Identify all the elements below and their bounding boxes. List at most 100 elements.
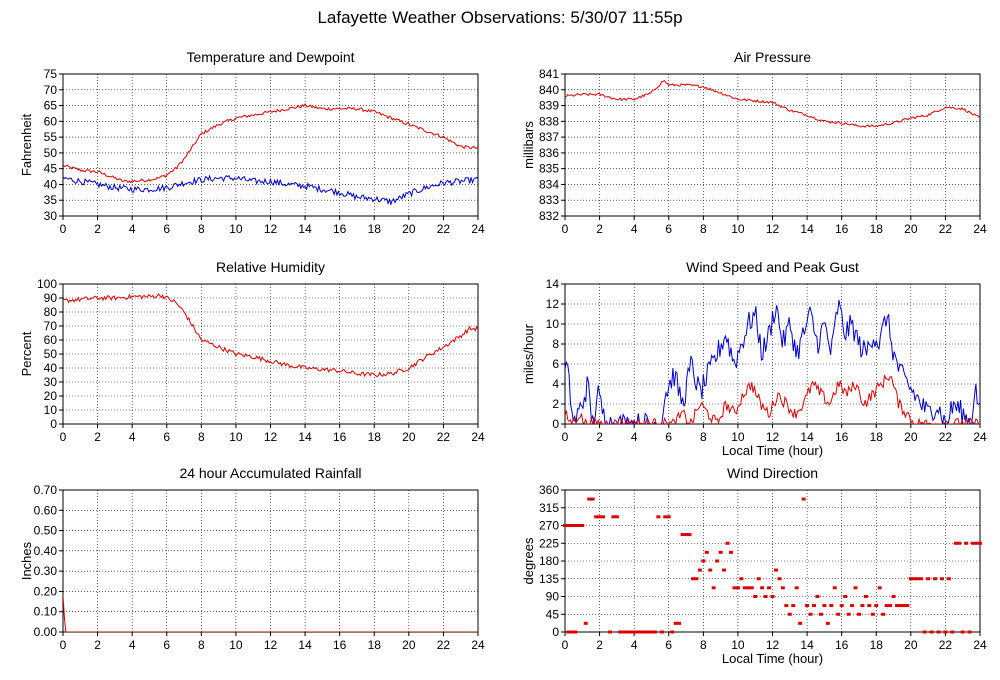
y-axis-label: millibars [521,121,536,169]
y-tick-label: 50 [44,347,58,361]
direction-point [722,568,727,572]
y-tick-label: 45 [546,607,560,621]
x-axis-label: Local Time (hour) [722,443,823,458]
x-tick-label: 2 [94,222,101,236]
y-tick-label: 40 [44,177,58,191]
direction-point [791,604,796,608]
x-tick-label: 6 [665,222,672,236]
y-tick-label: 70 [44,83,58,97]
direction-point [853,586,858,590]
direction-point [694,577,699,581]
direction-point [652,630,657,634]
x-tick-label: 12 [766,222,780,236]
y-axis-label: Inches [19,541,34,580]
direction-point [569,524,574,527]
chart-title: Wind Speed and Peak Gust [686,259,859,275]
direction-point [656,515,661,519]
x-tick-label: 0 [562,638,569,652]
series-line-1 [63,174,478,206]
y-tick-label: 836 [539,146,559,160]
y-tick-label: 0.40 [34,544,58,558]
x-tick-label: 22 [939,222,953,236]
y-tick-label: 834 [539,177,559,191]
direction-point [587,497,592,501]
y-tick-label: 75 [44,67,58,81]
x-tick-label: 22 [437,222,451,236]
direction-point [812,604,816,608]
direction-point [915,577,920,581]
direction-point [784,604,789,608]
direction-point [690,577,695,581]
x-tick-label: 8 [700,430,707,444]
direction-point [884,604,889,608]
direction-point [978,541,982,545]
x-tick-label: 18 [870,222,884,236]
x-tick-label: 16 [333,638,347,652]
x-tick-label: 4 [631,430,638,444]
y-tick-label: 90 [44,291,58,305]
chart-title: Air Pressure [734,49,811,65]
x-tick-label: 22 [437,638,451,652]
direction-point [580,524,585,527]
y-tick-label: 835 [539,162,559,176]
y-tick-label: 315 [539,501,559,515]
direction-point [964,541,969,545]
x-tick-label: 0 [60,222,67,236]
x-tick-label: 22 [437,430,451,444]
y-tick-label: 55 [44,130,58,144]
direction-point [601,515,606,519]
x-tick-label: 10 [229,222,243,236]
chart-rain: 0 2 4 6 8 10 12 14 16 18 20 22 240.000.100.200.300.4… [19,465,485,652]
direction-point [860,604,865,608]
chart-title: 24 hour Accumulated Rainfall [179,465,361,481]
x-tick-label: 20 [904,638,918,652]
direction-point [673,621,678,625]
y-tick-label: 70 [44,319,58,333]
direction-point [919,577,924,581]
direction-point [794,586,799,590]
series-line-0 [63,102,478,184]
direction-point [974,541,979,545]
x-tick-label: 14 [800,430,814,444]
x-tick-label: 8 [198,222,205,236]
x-tick-label: 6 [163,222,170,236]
x-tick-label: 2 [94,638,101,652]
x-tick-label: 18 [368,222,382,236]
direction-point [895,604,899,608]
x-tick-label: 4 [129,222,136,236]
direction-point [704,550,709,554]
direction-point [563,524,567,527]
direction-point [843,595,848,598]
x-tick-label: 20 [402,430,416,444]
y-tick-label: 80 [44,305,58,319]
direction-point [798,621,803,625]
x-tick-label: 0 [562,222,569,236]
x-tick-label: 0 [60,638,67,652]
y-tick-label: 839 [539,99,559,113]
y-tick-label: 841 [539,67,559,81]
x-tick-label: 12 [264,430,278,444]
y-tick-label: 0 [50,417,57,431]
direction-point [787,612,792,616]
direction-point [663,515,668,519]
direction-point [697,568,702,572]
direction-point [711,586,716,590]
x-tick-label: 12 [264,222,278,236]
y-tick-label: 180 [539,554,559,568]
chart-temp: 0 2 4 6 8 10 12 14 16 18 20 22 243035404550556065707… [19,49,485,236]
chart-title: Temperature and Dewpoint [186,49,354,65]
x-tick-label: 24 [973,222,987,236]
x-tick-label: 0 [60,430,67,444]
direction-point [594,515,599,519]
x-tick-label: 14 [298,222,312,236]
x-tick-label: 2 [596,222,603,236]
direction-point [929,630,934,634]
direction-point [618,630,623,634]
x-tick-label: 18 [870,638,884,652]
y-tick-label: 100 [37,277,57,291]
y-tick-label: 840 [539,83,559,97]
x-tick-label: 24 [471,430,485,444]
x-tick-label: 2 [596,638,603,652]
direction-point [780,586,785,590]
